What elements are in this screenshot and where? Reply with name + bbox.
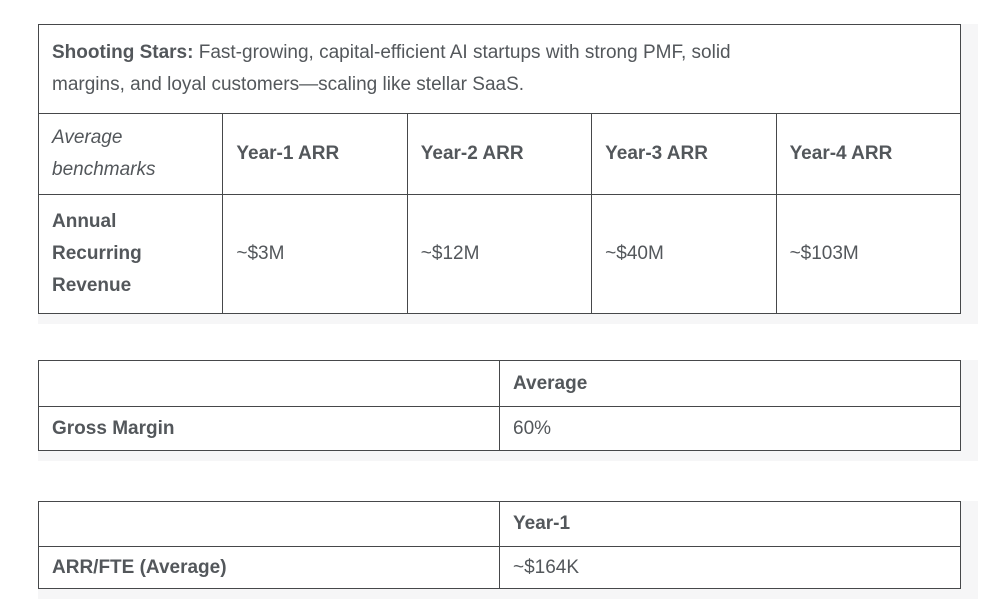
arr-fte-data-row: ARR/FTE (Average) ~$164K — [38, 546, 961, 589]
value-year2: ~$12M — [406, 194, 593, 314]
gross-margin-data-row: Gross Margin 60% — [38, 406, 961, 451]
value-arr-fte: ~$164K — [499, 546, 961, 589]
row-label-arr: Annual Recurring Revenue — [37, 194, 224, 314]
arr-fte-header-row: Year-1 — [38, 501, 961, 547]
value-year3: ~$40M — [591, 194, 777, 314]
benchmark-data-row: Annual Recurring Revenue ~$3M ~$12M ~$40… — [37, 194, 962, 314]
value-year4: ~$103M — [775, 194, 962, 314]
caption-lead: Shooting Stars: — [52, 42, 194, 63]
arr-fte-table: Year-1 ARR/FTE (Average) ~$164K — [38, 501, 961, 589]
header-year1-arr: Year-1 ARR — [222, 113, 408, 195]
gross-margin-corner-cell — [38, 360, 500, 407]
header-average: Average — [499, 360, 961, 407]
benchmark-table: Shooting Stars: Fast-growing, capital-ef… — [37, 24, 962, 314]
row-label-arr-fte: ARR/FTE (Average) — [38, 546, 500, 589]
benchmark-caption-row: Shooting Stars: Fast-growing, capital-ef… — [38, 24, 961, 114]
value-gross-margin: 60% — [499, 406, 961, 451]
benchmark-header-row: Average benchmarks Year-1 ARR Year-2 ARR… — [37, 113, 962, 195]
gross-margin-table-shadow: Average Gross Margin 60% — [38, 360, 978, 461]
benchmark-caption-cell: Shooting Stars: Fast-growing, capital-ef… — [38, 24, 961, 114]
header-year4-arr: Year-4 ARR — [775, 113, 962, 195]
caption-line2: margins, and loyal customers—scaling lik… — [52, 74, 525, 95]
header-year2-arr: Year-2 ARR — [406, 113, 593, 195]
header-year1: Year-1 — [499, 501, 961, 547]
header-average-benchmarks: Average benchmarks — [37, 113, 224, 195]
gross-margin-header-row: Average — [38, 360, 961, 407]
gross-margin-table: Average Gross Margin 60% — [38, 360, 961, 451]
row-label-gross-margin: Gross Margin — [38, 406, 500, 451]
caption-line1: Fast-growing, capital-efficient AI start… — [198, 42, 731, 63]
arr-fte-table-shadow: Year-1 ARR/FTE (Average) ~$164K — [38, 501, 978, 599]
value-year1: ~$3M — [222, 194, 408, 314]
benchmark-table-shadow: Shooting Stars: Fast-growing, capital-ef… — [37, 24, 978, 324]
arr-fte-corner-cell — [38, 501, 500, 547]
header-year3-arr: Year-3 ARR — [591, 113, 777, 195]
